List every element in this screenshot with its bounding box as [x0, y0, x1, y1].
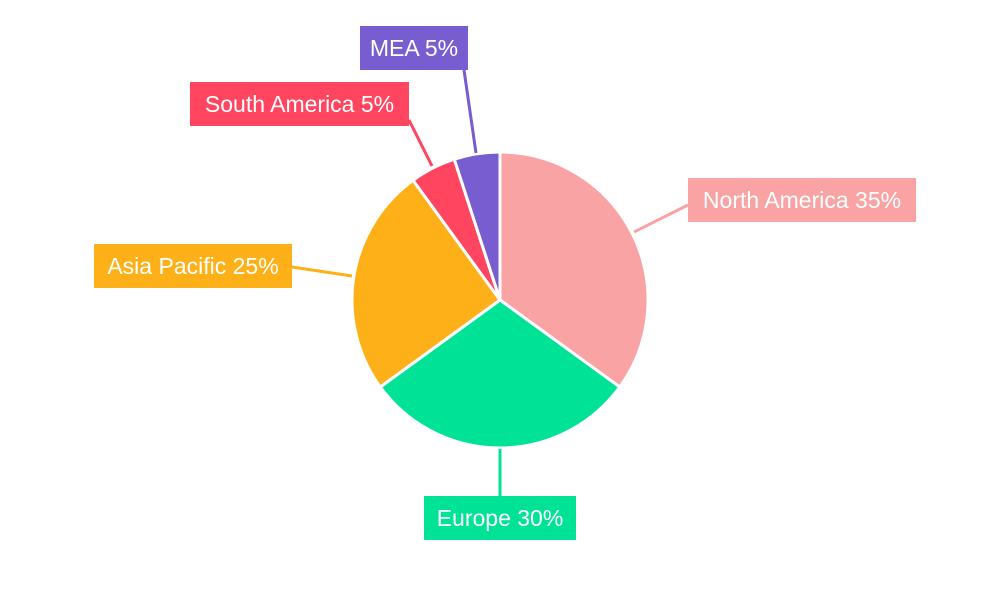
data-label: South America 5% [205, 91, 394, 117]
data-label: Europe 30% [437, 505, 564, 531]
data-label-box [688, 178, 916, 222]
data-label: MEA 5% [370, 35, 458, 61]
data-label-box [360, 26, 468, 70]
leader-line [633, 203, 689, 234]
data-label-box [190, 82, 409, 126]
pie-slice-north-america[interactable] [498, 150, 650, 389]
data-label-box [424, 496, 576, 540]
pie-slice-asia-pacific[interactable] [350, 178, 502, 389]
pie-slice-mea[interactable] [452, 150, 502, 302]
data-label: Asia Pacific 25% [107, 253, 278, 279]
leader-line [291, 265, 353, 278]
data-label: North America 35% [703, 187, 901, 213]
leader-line [407, 119, 434, 167]
data-label-box [94, 244, 292, 288]
leader-line [462, 69, 478, 154]
pie-slice-europe[interactable] [378, 298, 622, 450]
